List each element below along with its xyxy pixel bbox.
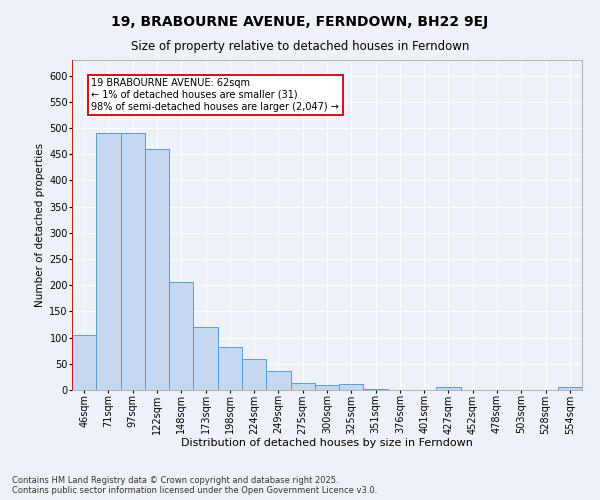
Text: 19, BRABOURNE AVENUE, FERNDOWN, BH22 9EJ: 19, BRABOURNE AVENUE, FERNDOWN, BH22 9EJ bbox=[112, 15, 488, 29]
Bar bbox=[266, 370, 290, 390]
Text: 19 BRABOURNE AVENUE: 62sqm
← 1% of detached houses are smaller (31)
98% of semi-: 19 BRABOURNE AVENUE: 62sqm ← 1% of detac… bbox=[91, 78, 340, 112]
Bar bbox=[290, 382, 315, 390]
Y-axis label: Number of detached properties: Number of detached properties bbox=[35, 143, 45, 307]
Bar bbox=[169, 282, 193, 390]
Bar bbox=[72, 335, 96, 390]
X-axis label: Distribution of detached houses by size in Ferndown: Distribution of detached houses by size … bbox=[181, 438, 473, 448]
Bar bbox=[558, 388, 582, 390]
Text: Size of property relative to detached houses in Ferndown: Size of property relative to detached ho… bbox=[131, 40, 469, 53]
Bar bbox=[242, 359, 266, 390]
Bar bbox=[364, 389, 388, 390]
Bar bbox=[339, 384, 364, 390]
Bar bbox=[121, 134, 145, 390]
Bar bbox=[436, 387, 461, 390]
Bar bbox=[145, 149, 169, 390]
Text: Contains HM Land Registry data © Crown copyright and database right 2025.
Contai: Contains HM Land Registry data © Crown c… bbox=[12, 476, 377, 495]
Bar bbox=[315, 385, 339, 390]
Bar bbox=[96, 134, 121, 390]
Bar bbox=[218, 347, 242, 390]
Bar bbox=[193, 326, 218, 390]
